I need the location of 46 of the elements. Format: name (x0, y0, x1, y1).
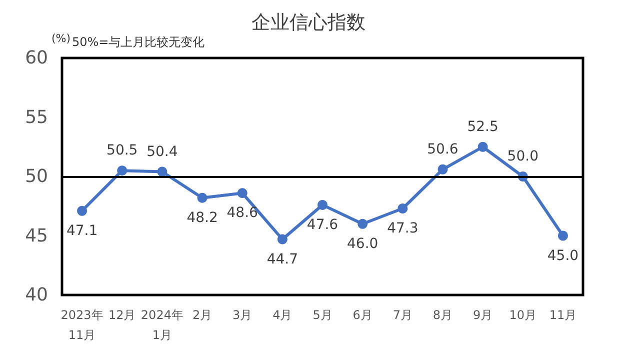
x-tick-label: 9月 (472, 308, 493, 322)
y-tick-label: 50 (25, 166, 48, 187)
point (398, 203, 408, 214)
y-axis-title: (%) (51, 32, 71, 45)
x-tick-label: 11月 (549, 308, 577, 322)
point (117, 166, 128, 176)
x-tick-label: 3月 (232, 308, 252, 322)
data-label: 46.0 (346, 236, 378, 252)
point (197, 192, 208, 203)
y-tick-label: 45 (25, 225, 48, 246)
x-tick-label: 4月 (272, 308, 292, 322)
data-label: 50.5 (106, 142, 138, 159)
data-label: 47.1 (66, 222, 98, 239)
x-tick-label: 2024年 1月 (140, 308, 184, 342)
x-tick-label: 2月 (192, 308, 212, 322)
point (478, 142, 488, 152)
point (237, 188, 248, 198)
y-tick-label: 60 (25, 48, 48, 68)
point (277, 234, 288, 244)
x-tick-label: 7月 (392, 308, 412, 322)
point (318, 200, 328, 210)
data-label: 44.7 (266, 251, 298, 268)
point (358, 218, 368, 229)
data-label: 47.6 (306, 216, 338, 233)
point (558, 230, 568, 241)
text: 50%=与上月比较无变化 (72, 35, 205, 49)
data-label: 45.0 (547, 248, 579, 264)
y-tick-label: 55 (25, 106, 48, 128)
y-tick-label: 40 (25, 284, 48, 306)
chart-title: 企业信心指数 (252, 12, 366, 34)
point (157, 166, 168, 177)
point (438, 164, 448, 174)
x-tick-label: 6月 (352, 308, 372, 322)
data-label: 50.6 (427, 141, 458, 158)
data-label: 52.5 (467, 118, 498, 135)
data-label: 47.3 (387, 220, 418, 236)
data-label: 48.6 (226, 205, 258, 222)
x-tick-label: 8月 (432, 308, 453, 322)
x-tick-label: 12月 (108, 308, 136, 322)
x-tick-label: 5月 (312, 308, 332, 322)
data-label: 50.4 (146, 144, 178, 160)
data-label: 48.2 (186, 210, 218, 226)
x-tick-label: 2023年 11月 (60, 308, 104, 342)
data-label: 50.0 (507, 148, 538, 164)
x-tick-label: 10月 (509, 308, 537, 322)
point (77, 206, 88, 216)
